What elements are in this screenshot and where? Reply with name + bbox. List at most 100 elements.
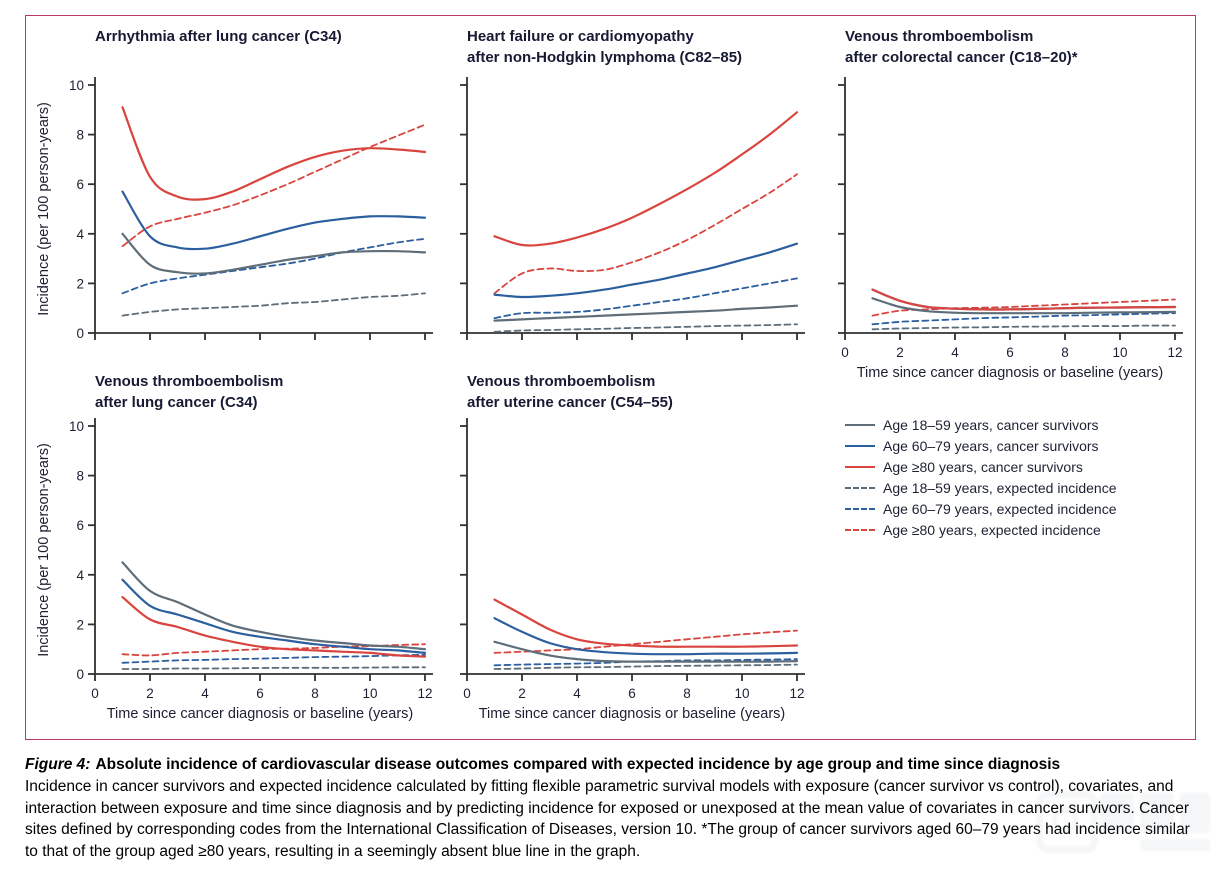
x-axis-title: Time since cancer diagnosis or baseline … <box>857 365 1164 381</box>
y-axis-title: Incidence (per 100 person-years) <box>36 102 52 316</box>
series-red-solid <box>493 111 799 247</box>
figure-number-label: Figure 4: <box>25 756 91 773</box>
series-blue-solid <box>121 190 427 251</box>
series-gray-solid <box>871 297 1177 315</box>
x-axis-title: Time since cancer diagnosis or baseline … <box>479 706 786 722</box>
x-tick-label: 4 <box>201 686 209 701</box>
y-tick-label: 4 <box>76 227 84 242</box>
x-tick-label: 0 <box>841 345 849 360</box>
series-blue-dashed <box>121 237 426 295</box>
legend-label: Age ≥80 years, expected incidence <box>883 521 1101 538</box>
y-tick-label: 0 <box>76 667 84 682</box>
x-tick-label: 10 <box>1112 345 1127 360</box>
panel-title-line: after non-Hodgkin lymphoma (C82–85) <box>467 49 743 66</box>
axis-lines <box>94 77 433 334</box>
series-red-dashed <box>493 173 798 295</box>
y-tick-label: 10 <box>69 419 84 434</box>
panel-title-line: Heart failure or cardiomyopathy <box>467 28 694 45</box>
series-blue-solid <box>493 617 799 656</box>
x-tick-label: 8 <box>311 686 319 701</box>
series-gray-solid <box>121 561 427 651</box>
panel-title-heart-failure-nhl: Heart failure or cardiomyopathy after no… <box>467 26 742 68</box>
legend: Age 18–59 years, cancer survivors Age 60… <box>845 414 1175 540</box>
panel-title-line: Venous thromboembolism <box>467 373 656 390</box>
x-axis-title: Time since cancer diagnosis or baseline … <box>107 706 414 722</box>
y-tick-label: 0 <box>76 326 84 341</box>
chart-arrhythmia-lung: 0 2 4 6 8 10 Incidence (per 100 person-years) <box>36 77 433 341</box>
legend-swatch-red-dashed <box>845 528 875 531</box>
legend-swatch-gray-dashed <box>845 486 875 489</box>
y-tick-label: 6 <box>76 518 84 533</box>
series-red-dashed <box>493 629 798 654</box>
axis-lines <box>466 77 805 334</box>
x-tick-label: 12 <box>789 686 804 701</box>
legend-item: Age 60–79 years, expected incidence <box>845 498 1175 519</box>
series-gray-solid <box>493 640 799 663</box>
panel-title-line: after colorectal cancer (C18–20)* <box>845 49 1078 66</box>
y-tick-label: 8 <box>76 128 84 143</box>
series-red-dashed <box>871 298 1176 317</box>
legend-item: Age 60–79 years, cancer survivors <box>845 435 1175 456</box>
x-tick-label: 10 <box>362 686 377 701</box>
series-gray-solid <box>121 232 427 275</box>
chart-heart-failure-nhl <box>460 77 805 340</box>
legend-item: Age ≥80 years, expected incidence <box>845 519 1175 540</box>
series-blue-dashed <box>493 277 798 319</box>
legend-item: Age ≥80 years, cancer survivors <box>845 456 1175 477</box>
figure-caption-title: Figure 4: Absolute incidence of cardiovas… <box>25 753 1205 776</box>
legend-swatch-red-solid <box>845 465 875 468</box>
x-tick-label: 4 <box>951 345 959 360</box>
legend-item: Age 18–59 years, expected incidence <box>845 477 1175 498</box>
x-tick-label: 0 <box>463 686 471 701</box>
figure-caption: Figure 4: Absolute incidence of cardiovas… <box>25 753 1205 862</box>
legend-label: Age 18–59 years, cancer survivors <box>883 416 1099 433</box>
legend-swatch-blue-solid <box>845 444 875 447</box>
x-tick-label: 6 <box>1006 345 1014 360</box>
series-blue-dashed <box>121 653 426 664</box>
series-blue-solid <box>493 242 799 299</box>
axis-lines <box>94 418 433 675</box>
series-gray-dashed <box>871 324 1176 331</box>
legend-item: Age 18–59 years, cancer survivors <box>845 414 1175 435</box>
panel-title-line: Venous thromboembolism <box>845 28 1034 45</box>
x-tick-label: 8 <box>683 686 691 701</box>
panel-title-arrhythmia-lung: Arrhythmia after lung cancer (C34) <box>95 26 342 47</box>
legend-swatch-gray-solid <box>845 423 875 426</box>
axis-lines <box>844 77 1183 334</box>
legend-swatch-blue-dashed <box>845 507 875 510</box>
y-tick-label: 4 <box>76 568 84 583</box>
y-axis-title: Incidence (per 100 person-years) <box>36 443 52 657</box>
panel-title-line: Venous thromboembolism <box>95 373 284 390</box>
panel-title-line: after lung cancer (C34) <box>95 394 258 411</box>
panel-title-vte-lung: Venous thromboembolism after lung cancer… <box>95 371 283 413</box>
panel-title-vte-uterine: Venous thromboembolism after uterine can… <box>467 371 673 413</box>
y-tick-label: 2 <box>76 276 84 291</box>
series-gray-dashed <box>493 663 798 670</box>
legend-label: Age 60–79 years, expected incidence <box>883 500 1117 517</box>
y-tick-label: 2 <box>76 617 84 632</box>
legend-label: Age 18–59 years, expected incidence <box>883 479 1117 496</box>
series-blue-solid <box>121 578 427 654</box>
panel-title-vte-colorectal: Venous thromboembolism after colorectal … <box>845 26 1078 68</box>
legend-label: Age 60–79 years, cancer survivors <box>883 437 1099 454</box>
axis-lines <box>466 418 805 675</box>
panel-title-line: after uterine cancer (C54–55) <box>467 394 673 411</box>
x-tick-label: 2 <box>518 686 526 701</box>
series-red-solid <box>121 596 427 658</box>
x-tick-label: 12 <box>1167 345 1182 360</box>
y-tick-label: 6 <box>76 177 84 192</box>
figure-caption-body: Incidence in cancer survivors and expect… <box>25 778 1190 860</box>
series-gray-dashed <box>121 292 426 317</box>
x-tick-label: 0 <box>91 686 99 701</box>
series-gray-solid <box>493 304 799 322</box>
panel-title-line: Arrhythmia after lung cancer (C34) <box>95 28 342 45</box>
figure-frame <box>25 15 1196 740</box>
series-blue-dashed <box>871 312 1176 326</box>
y-tick-label: 10 <box>69 78 84 93</box>
legend-label: Age ≥80 years, cancer survivors <box>883 458 1083 475</box>
x-tick-label: 4 <box>573 686 581 701</box>
